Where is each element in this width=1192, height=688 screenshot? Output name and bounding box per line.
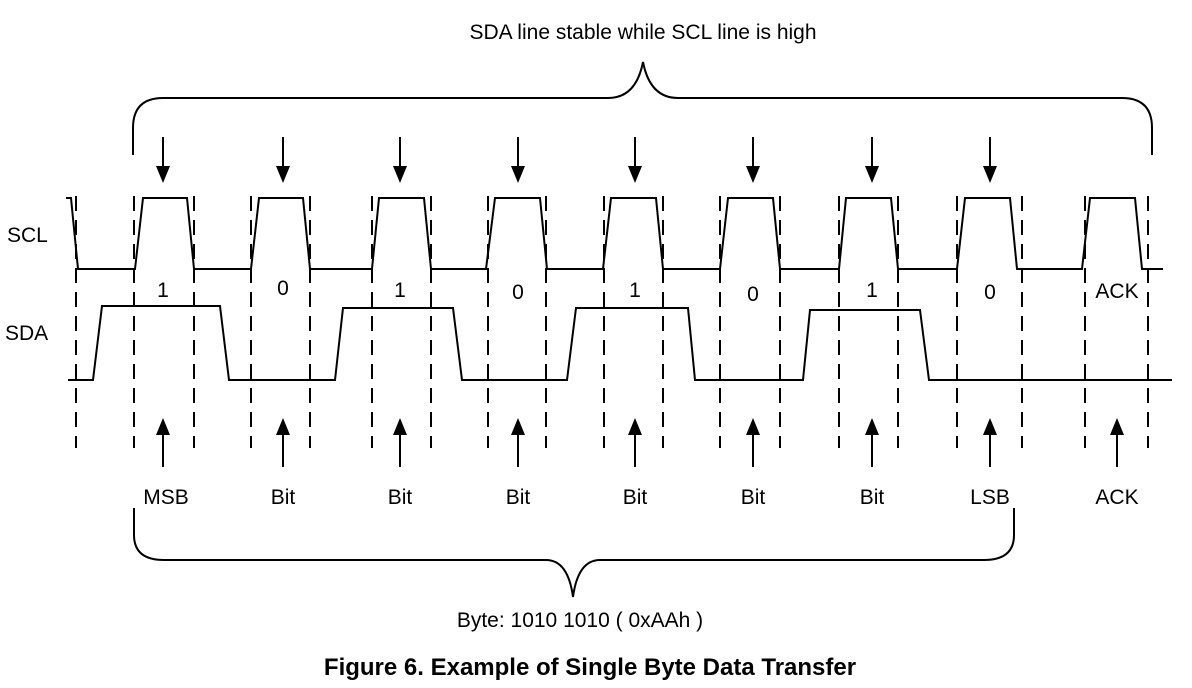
up-arrow-icon xyxy=(276,418,290,435)
up-arrow-icon xyxy=(628,418,642,435)
top-brace-label: SDA line stable while SCL line is high xyxy=(469,21,816,44)
bit-column-1: 0 Bit xyxy=(271,137,296,509)
bit-columns: 1 MSB 0 Bit 1 Bit 0 Bit 1 Bit 0 Bit 1 Bit 0 LSB ACK ACK xyxy=(143,137,1139,509)
bit-label: Bit xyxy=(860,486,885,509)
figure-caption: Figure 6. Example of Single Byte Data Tr… xyxy=(324,654,856,681)
bit-value: 0 xyxy=(747,283,759,306)
bit-label: Bit xyxy=(271,486,296,509)
down-arrow-icon xyxy=(156,166,170,183)
down-arrow-icon xyxy=(865,166,879,183)
down-arrow-icon xyxy=(746,166,760,183)
bit-label: Bit xyxy=(623,486,648,509)
bit-value: 0 xyxy=(984,281,996,304)
down-arrow-icon xyxy=(276,166,290,183)
up-arrow-icon xyxy=(983,418,997,435)
bit-value: 0 xyxy=(512,281,524,304)
bit-label: LSB xyxy=(970,486,1010,509)
bit-label: Bit xyxy=(388,486,413,509)
scl-label: SCL xyxy=(7,224,48,247)
top-brace xyxy=(132,61,1153,155)
sda-waveform xyxy=(68,305,1172,381)
bottom-brace-label: Byte: 1010 1010 ( 0xAAh ) xyxy=(457,609,703,632)
bit-value: ACK xyxy=(1095,280,1138,303)
bit-value: 1 xyxy=(157,279,169,302)
up-arrow-icon xyxy=(156,418,170,435)
bottom-brace xyxy=(133,508,1015,598)
bit-value: 0 xyxy=(277,277,289,300)
bit-column-2: 1 Bit xyxy=(388,137,413,509)
bit-label: MSB xyxy=(143,486,189,509)
up-arrow-icon xyxy=(865,418,879,435)
bit-value: 1 xyxy=(629,279,641,302)
bit-value: 1 xyxy=(866,279,878,302)
down-arrow-icon xyxy=(983,166,997,183)
up-arrow-icon xyxy=(511,418,525,435)
bit-value: 1 xyxy=(394,279,406,302)
bit-column-5: 0 Bit xyxy=(741,137,766,509)
up-arrow-icon xyxy=(393,418,407,435)
bit-column-6: 1 Bit xyxy=(860,137,885,509)
bit-column-3: 0 Bit xyxy=(506,137,531,509)
bit-column-4: 1 Bit xyxy=(623,137,648,509)
bit-label: Bit xyxy=(741,486,766,509)
bit-column-8: ACK ACK xyxy=(1095,280,1138,509)
bit-column-0: 1 MSB xyxy=(143,137,189,509)
down-arrow-icon xyxy=(628,166,642,183)
sda-label: SDA xyxy=(5,322,48,345)
up-arrow-icon xyxy=(1110,418,1124,435)
bit-label: ACK xyxy=(1095,486,1138,509)
scl-waveform xyxy=(66,197,1163,270)
down-arrow-icon xyxy=(393,166,407,183)
bit-label: Bit xyxy=(506,486,531,509)
down-arrow-icon xyxy=(511,166,525,183)
up-arrow-icon xyxy=(746,418,760,435)
dashed-guide-lines xyxy=(75,196,1149,448)
bit-column-7: 0 LSB xyxy=(970,137,1010,509)
